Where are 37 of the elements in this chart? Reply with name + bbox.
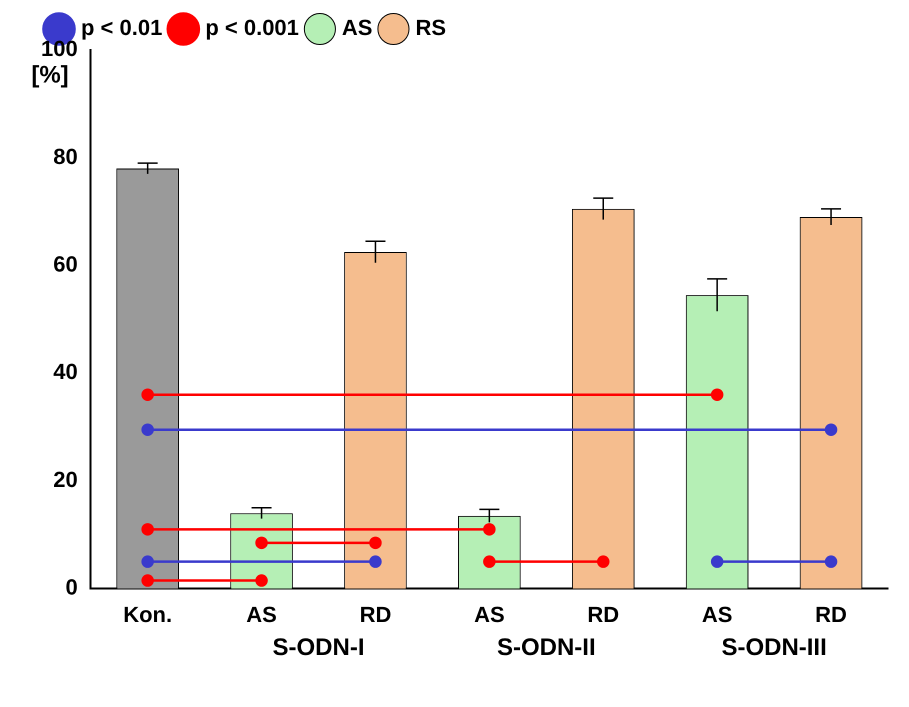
y-tick-label: 60: [53, 252, 78, 277]
x-tick-label: Kon.: [123, 602, 172, 627]
point: [141, 388, 154, 401]
point: [255, 574, 268, 587]
point: [141, 423, 154, 436]
text: S-ODN-II: [496, 634, 596, 662]
x-tick-label: RD: [587, 602, 620, 627]
y-tick-label: 100: [40, 36, 78, 62]
point: [597, 555, 610, 568]
x-tick-label: RD: [815, 602, 847, 627]
x-tick-label: AS: [246, 602, 277, 627]
y-tick-label: 40: [53, 359, 78, 384]
text: S-ODN-III: [721, 634, 827, 662]
legend-label: p < 0.01: [81, 15, 162, 40]
legend-label: p < 0.001: [205, 15, 299, 40]
text: S-ODN-I: [272, 634, 365, 662]
y-axis-title: [%]: [31, 62, 69, 89]
point: [710, 555, 724, 568]
point: [483, 523, 496, 536]
legend-label: RS: [415, 15, 446, 40]
x-tick-label: AS: [702, 602, 732, 627]
y-tick-label: 20: [53, 466, 78, 492]
point: [824, 555, 838, 568]
point: [141, 523, 154, 536]
x-tick-label: AS: [474, 602, 505, 627]
point: [141, 555, 154, 568]
y-tick-label: 0: [65, 574, 78, 600]
y-tick-label: 80: [53, 144, 78, 169]
point: [483, 555, 496, 568]
point: [255, 536, 268, 550]
point: [710, 388, 724, 401]
point: [369, 536, 382, 550]
point: [824, 423, 838, 436]
legend-label: AS: [342, 15, 372, 40]
point: [141, 574, 154, 587]
point: [369, 555, 382, 568]
x-tick-label: RD: [360, 602, 392, 627]
